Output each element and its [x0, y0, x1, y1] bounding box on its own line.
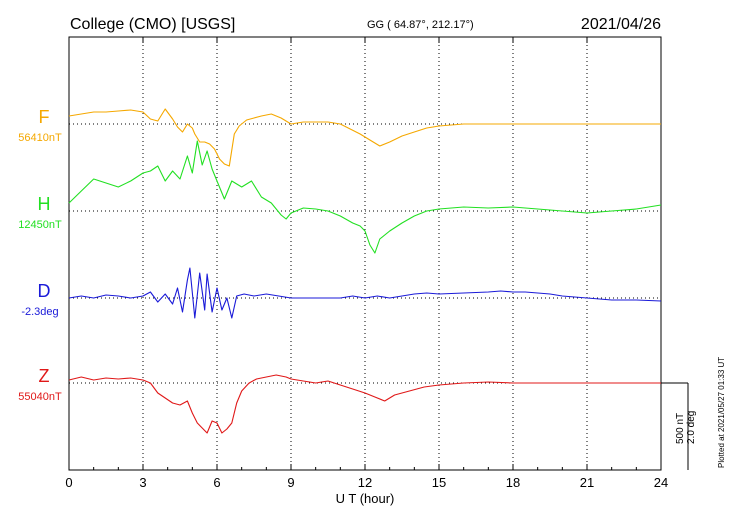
series-symbol-z: Z: [39, 366, 50, 386]
x-axis-label: U T (hour): [336, 491, 395, 506]
scale-deg-label: 2.0 deg: [686, 411, 697, 444]
series-baseline-h: 12450nT: [18, 219, 62, 231]
x-tick-label: 18: [506, 475, 520, 490]
series-baseline-z: 55040nT: [18, 391, 62, 403]
chart-date: 2021/04/26: [581, 16, 661, 33]
chart-title: College (CMO) [USGS]: [70, 16, 235, 33]
series-group: [68, 108, 662, 434]
series-line-f: [68, 108, 661, 167]
series-baseline-f: 56410nT: [18, 132, 62, 144]
x-tick-label: 0: [65, 475, 72, 490]
series-line-d: [68, 267, 662, 319]
plotted-timestamp: Plotted at 2021/05/27 01:33 UT: [717, 357, 726, 468]
x-tick-label: 6: [213, 475, 220, 490]
series-symbol-d: D: [38, 281, 51, 301]
grid-lines: [69, 37, 661, 470]
series-line-h: [68, 140, 662, 254]
series-line-z: [68, 374, 661, 434]
x-tick-label: 24: [654, 475, 668, 490]
x-axis-ticks: 0 3 6 9 12 15 18 21 24: [65, 37, 668, 490]
series-baseline-d: -2.3deg: [21, 306, 58, 318]
series-labels: F 56410nT H 12450nT D -2.3deg Z 55040nT: [18, 107, 62, 403]
x-tick-label: 3: [139, 475, 146, 490]
scale-nt-label: 500 nT: [675, 413, 686, 444]
series-symbol-h: H: [38, 194, 51, 214]
x-tick-label: 9: [287, 475, 294, 490]
x-tick-label: 12: [358, 475, 372, 490]
series-symbol-f: F: [39, 107, 50, 127]
x-tick-label: 15: [432, 475, 446, 490]
station-coordinates: GG ( 64.87°, 212.17°): [367, 19, 474, 31]
x-tick-label: 21: [580, 475, 594, 490]
